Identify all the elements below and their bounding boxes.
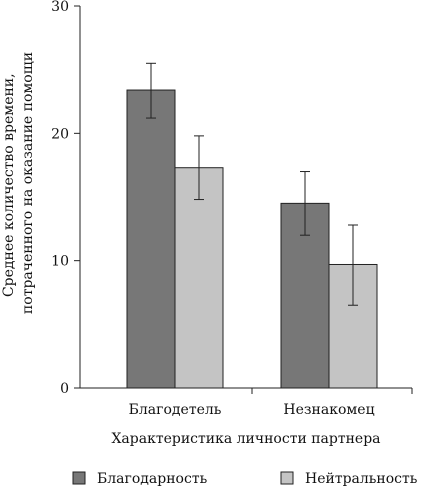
- category-labels: Благодетель Незнакомец: [129, 388, 413, 418]
- y-tick-label-0: 0: [60, 381, 69, 397]
- y-tick-label-1: 10: [51, 254, 69, 270]
- legend: Благодарность Нейтральность: [72, 471, 418, 487]
- error-bar-2-1: [194, 135, 204, 201]
- error-bar-2-2: [348, 224, 358, 306]
- category-label-1: Благодетель: [129, 402, 222, 418]
- y-axis-title-line-1: Среднее количество времени,: [1, 73, 17, 297]
- legend-label-1: Благодарность: [97, 471, 208, 487]
- legend-label-2: Нейтральность: [305, 471, 418, 487]
- y-ticks: 0 10 20 30: [51, 0, 80, 397]
- x-axis-title: Характеристика личности партнера: [111, 431, 380, 447]
- y-axis-title-line-2: потраченного на оказание помощи: [20, 52, 36, 314]
- error-bars: [146, 62, 358, 306]
- error-bar-1-2: [300, 171, 310, 236]
- legend-item-2: Нейтральность: [280, 471, 418, 487]
- category-label-2: Незнакомец: [283, 402, 374, 418]
- bar-2-1: [174, 167, 224, 389]
- y-tick-label-2: 20: [51, 126, 69, 142]
- y-axis-title: Среднее количество времени, потраченного…: [1, 52, 36, 314]
- error-bar-1-1: [146, 62, 156, 119]
- bars: [126, 89, 378, 389]
- y-tick-label-3: 30: [51, 0, 69, 15]
- bar-1-1: [126, 89, 176, 389]
- legend-swatch-2: [280, 471, 294, 485]
- legend-item-1: Благодарность: [72, 471, 208, 487]
- legend-swatch-1: [72, 471, 86, 485]
